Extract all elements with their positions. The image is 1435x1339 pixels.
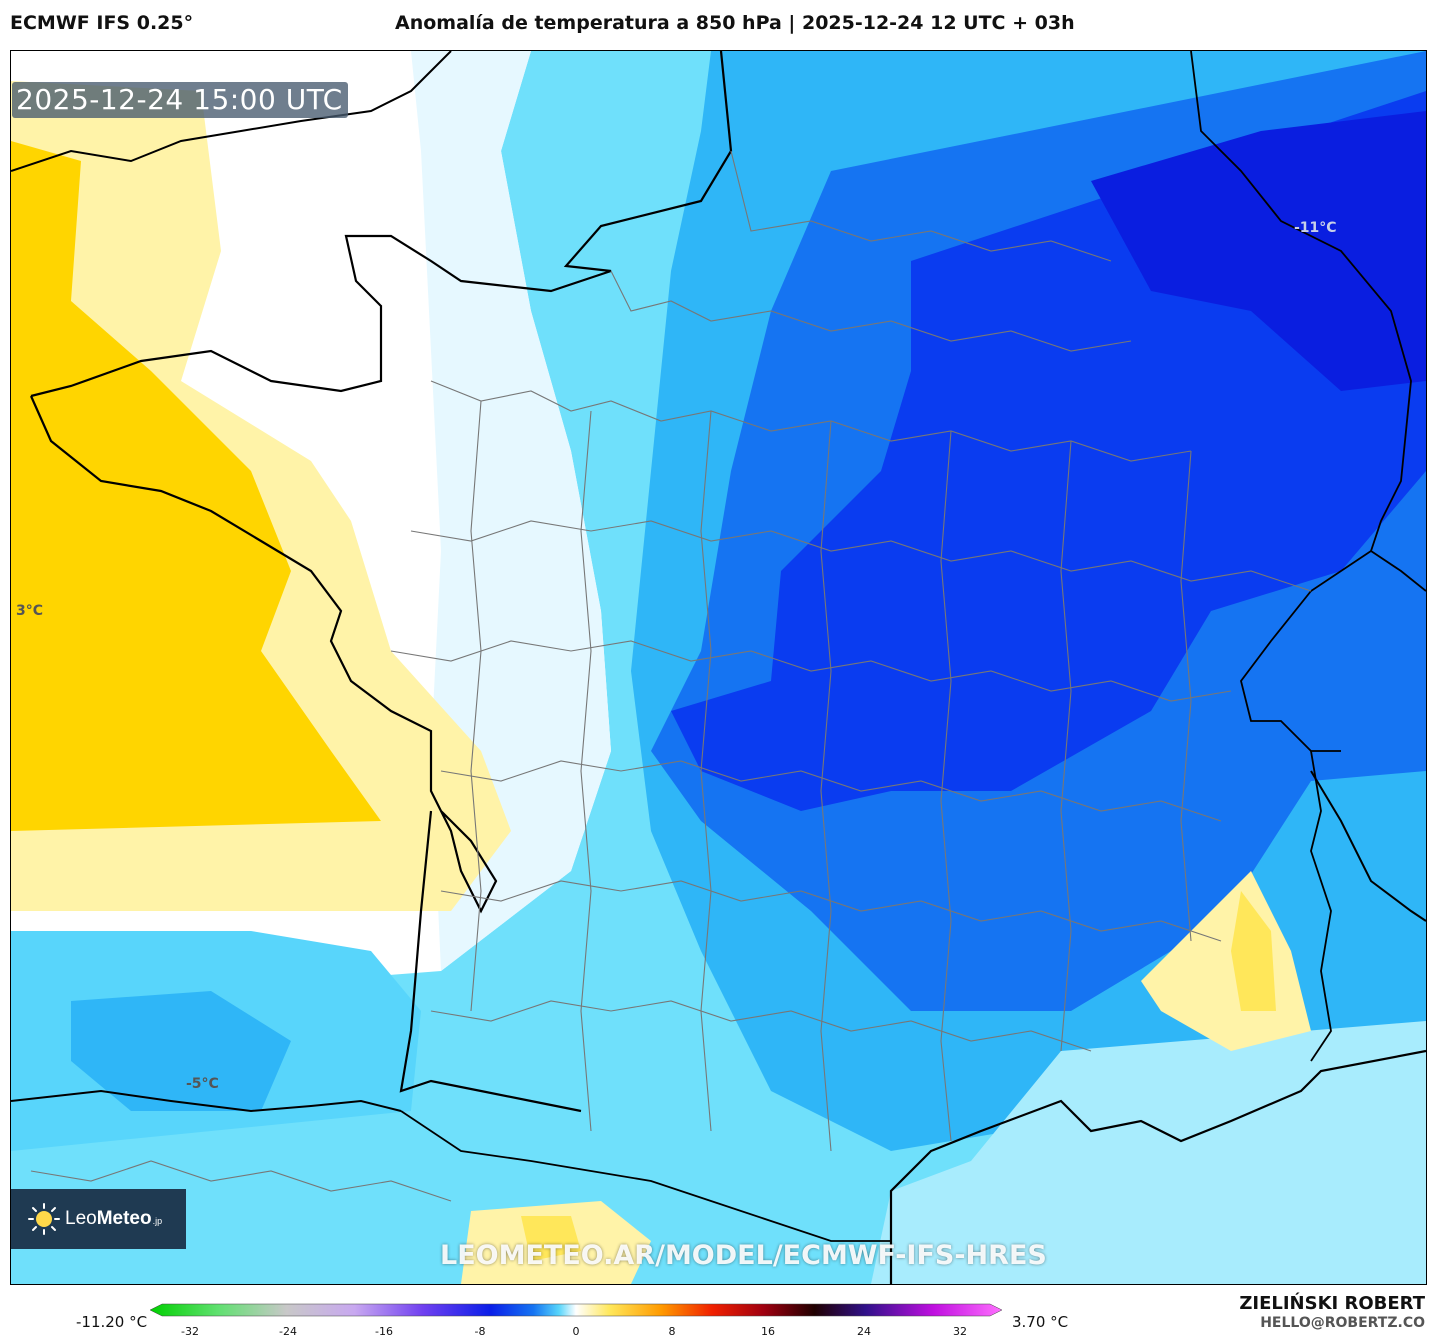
legend-tick: -16 [375, 1325, 393, 1338]
label-northeast: -11°C [1294, 220, 1337, 236]
sun-icon [27, 1202, 61, 1236]
border-spain [400, 1110, 891, 1242]
author-name: ZIELIŃSKI ROBERT [1239, 1293, 1425, 1314]
map-canvas [11, 51, 1426, 1284]
legend-tick: 32 [953, 1325, 967, 1338]
legend-min-label: -11.20 °C [76, 1313, 148, 1331]
temperature-anomaly-map [10, 50, 1427, 1285]
border-italy [1310, 750, 1332, 1062]
website-watermark: LEOMETEO.AR/MODEL/ECMWF-IFS-HRES [440, 1240, 1047, 1271]
legend-tick: -8 [474, 1325, 486, 1338]
field-alps-warm-core [1231, 891, 1276, 1011]
coastline-spain [11, 1089, 402, 1113]
field-pyrenees-warm-core [521, 1216, 581, 1261]
legend-tick: 24 [857, 1325, 871, 1338]
model-title: ECMWF IFS 0.25° [10, 12, 194, 34]
logo-text: LeoMeteo.jp [65, 1208, 162, 1230]
admin-borders [30, 150, 1312, 1202]
field-biscay-colder [71, 991, 291, 1111]
valid-time-badge: 2025-12-24 15:00 UTC [12, 82, 348, 118]
field-coldest [1091, 111, 1426, 391]
field-warm-strong [11, 141, 381, 831]
author-email: HELLO@ROBERTZ.CO [1260, 1315, 1425, 1331]
border-germany [1190, 51, 1426, 592]
coastline-italy [1310, 770, 1426, 922]
logo-brand-bold: Meteo [96, 1208, 152, 1229]
legend-tick: 0 [572, 1325, 580, 1338]
logo-brand-light: Leo [65, 1208, 97, 1229]
coastline [29, 51, 733, 1113]
logo-suffix: .jp [152, 1216, 163, 1226]
label-southwest: -5°C [186, 1076, 219, 1092]
chart-title: Anomalía de temperatura a 850 hPa | 2025… [395, 12, 1075, 34]
border-switzerland [1240, 550, 1372, 752]
legend-tick: 8 [668, 1325, 676, 1338]
legend-tick: 16 [761, 1325, 775, 1338]
coastline-england [11, 51, 452, 172]
leometeo-logo: LeoMeteo.jp [11, 1189, 186, 1249]
field-south-light [871, 1021, 1426, 1284]
coastline-south [889, 1049, 1426, 1284]
label-west: 3°C [16, 603, 44, 619]
legend-tick: -32 [181, 1325, 199, 1338]
legend-max-label: 3.70 °C [1012, 1313, 1069, 1331]
legend-tick: -24 [279, 1325, 297, 1338]
color-scale-bar [150, 1303, 1002, 1317]
